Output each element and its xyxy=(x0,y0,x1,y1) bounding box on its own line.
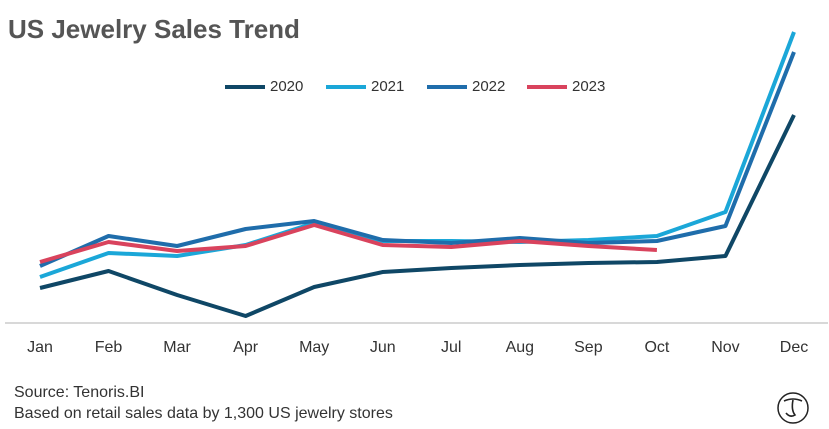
legend-label: 2022 xyxy=(472,78,505,95)
series-line xyxy=(39,51,796,268)
source: Source: Tenoris.BI xyxy=(14,384,144,401)
legend-label: 2023 xyxy=(572,78,605,95)
x-tick-label: Nov xyxy=(711,339,739,356)
legend-label: 2021 xyxy=(371,78,404,95)
x-tick-label: Jun xyxy=(370,339,396,356)
x-tick-label: Feb xyxy=(95,339,123,356)
x-tick-label: Oct xyxy=(644,339,669,356)
note: Based on retail sales data by 1,300 US j… xyxy=(14,405,393,422)
x-tick-label: Jul xyxy=(441,339,461,356)
x-tick-label: Aug xyxy=(506,339,534,356)
x-tick-label: Sep xyxy=(574,339,603,356)
chart-title: US Jewelry Sales Trend xyxy=(8,14,300,44)
x-tick-label: Dec xyxy=(780,339,808,356)
series-line xyxy=(39,114,796,318)
logo xyxy=(777,392,809,424)
x-tick-label: May xyxy=(299,339,329,356)
x-tick-label: Jan xyxy=(27,339,53,356)
x-tick-label: Apr xyxy=(233,339,259,356)
x-tick-label: Mar xyxy=(163,339,191,356)
series-line xyxy=(39,223,658,264)
legend-label: 2020 xyxy=(270,78,303,95)
